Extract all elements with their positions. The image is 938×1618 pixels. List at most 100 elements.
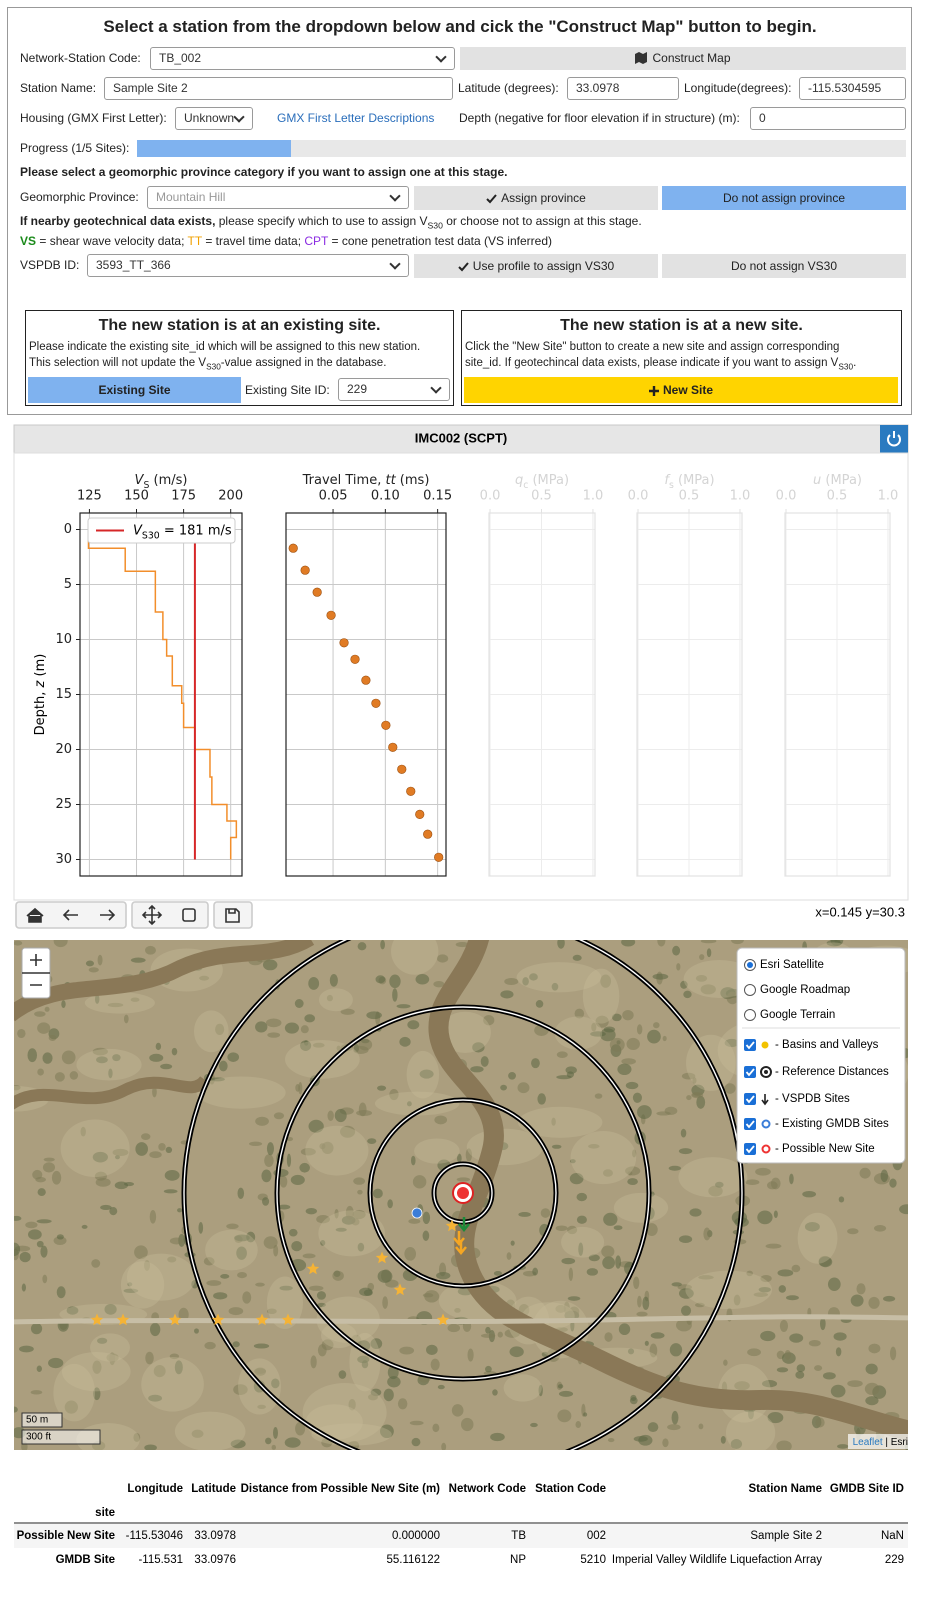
vegetation [626,1082,639,1089]
housing-select[interactable]: Unknown [175,107,253,130]
checkbox[interactable] [744,1093,756,1105]
no-province-button[interactable]: Do not assign province [662,186,906,210]
vegetation [441,1443,446,1451]
vegetation [634,1436,648,1442]
station-name-input[interactable]: Sample Site 2 [104,77,453,100]
tt-point [388,743,397,752]
vspdb-select[interactable]: 3593_TT_366 [87,254,409,277]
power-button[interactable] [880,425,908,453]
vegetation [164,1189,178,1193]
use-profile-button[interactable]: Use profile to assign VS30 [414,254,658,278]
vegetation [426,1345,438,1355]
latitude-input[interactable]: 33.0978 [567,77,679,100]
vegetation [304,1014,315,1022]
vegetation [135,1142,148,1156]
vegetation [779,1285,786,1293]
vegetation [890,1347,896,1361]
vegetation [404,1247,416,1261]
layer-label: Google Roadmap [760,984,850,996]
radio[interactable] [745,1010,756,1021]
column-header: Longitude [127,1483,183,1495]
x-tick-label: 0.5 [531,489,552,504]
vegetation [721,1436,726,1444]
text-part: (ms) [396,473,430,488]
vegetation [54,934,68,947]
construct-map-button[interactable]: Construct Map [460,47,906,70]
vegetation [17,1029,25,1038]
vegetation [330,974,338,987]
vegetation [198,1222,203,1234]
vegetation [141,1133,150,1140]
vegetation [194,1328,199,1333]
x-tick-label: 0.10 [371,489,400,504]
toolbar[interactable] [16,902,252,928]
sand [62,1352,131,1391]
vegetation [22,1284,26,1292]
text-part: Please indicate the existing site_id whi… [29,341,420,353]
text-part: S30 [838,362,853,371]
possible-new-site[interactable] [457,1187,469,1199]
text-part: If nearby geotechnical data exists, [20,214,215,228]
vegetation [642,1297,649,1310]
checkbox[interactable] [744,1118,756,1130]
depth-input[interactable]: 0 [750,107,906,130]
tt-point [382,721,391,730]
tt-point [289,544,298,553]
existing-site-button[interactable]: Existing Site [28,377,241,403]
text-part: CPT [304,234,328,248]
radio[interactable] [745,985,756,996]
vegetation [61,1000,65,1008]
gmx-link[interactable]: GMX First Letter Descriptions [277,107,434,130]
vegetation [532,1268,538,1276]
vegetation [452,1404,464,1416]
sand [205,1230,258,1271]
cell: Imperial Valley Wildlife Liquefaction Ar… [612,1554,822,1566]
vegetation [431,1359,440,1371]
vegetation [412,1438,421,1446]
vegetation [883,1296,895,1302]
vegetation [317,1291,326,1300]
vegetation [657,935,665,947]
checkbox[interactable] [744,1039,756,1051]
vegetation [289,1229,298,1237]
sand [175,1412,246,1451]
vegetation [498,1332,503,1338]
vegetation [610,1038,625,1052]
text-part: please specify which to use to assign V [215,214,427,228]
vegetation [686,1095,691,1100]
x-tick-label: 1.0 [878,489,899,504]
vegetation [899,1204,915,1214]
vegetation [587,1268,598,1275]
scale-label: 50 m [26,1415,48,1426]
assign-province-button[interactable]: Assign province [414,186,658,210]
sand [467,1129,543,1165]
station-select[interactable]: TB_002 [150,47,455,70]
gmdb-site[interactable] [412,1208,422,1218]
vegetation [573,955,582,961]
vegetation [86,960,94,966]
y-axis-label: Depth, z (m) [33,654,48,736]
province-select[interactable]: Mountain Hill [147,186,409,209]
longitude-input[interactable]: -115.5304595 [799,77,906,100]
checkbox[interactable] [744,1143,756,1155]
vegetation [399,1037,410,1047]
vegetation [881,1170,888,1183]
vegetation [637,1105,652,1119]
vegetation [306,1208,317,1214]
checkbox[interactable] [744,1066,756,1078]
column-header: Distance from Possible New Site (m) [241,1483,441,1495]
new-site-button[interactable]: New Site [464,377,898,403]
vegetation [577,1216,587,1224]
vegetation [25,1222,37,1229]
x-tick-label: 0.0 [776,489,797,504]
no-vs30-button[interactable]: Do not assign VS30 [662,254,906,278]
vegetation [676,963,680,970]
site-id-select[interactable]: 229 [338,378,450,401]
vegetation [802,1191,816,1197]
vegetation [494,1271,502,1276]
vegetation [27,1048,37,1062]
sand [127,1254,196,1301]
results-table: LongitudeLatitudeDistance from Possible … [14,1483,908,1566]
vegetation [556,1225,568,1231]
vegetation [767,1181,778,1189]
